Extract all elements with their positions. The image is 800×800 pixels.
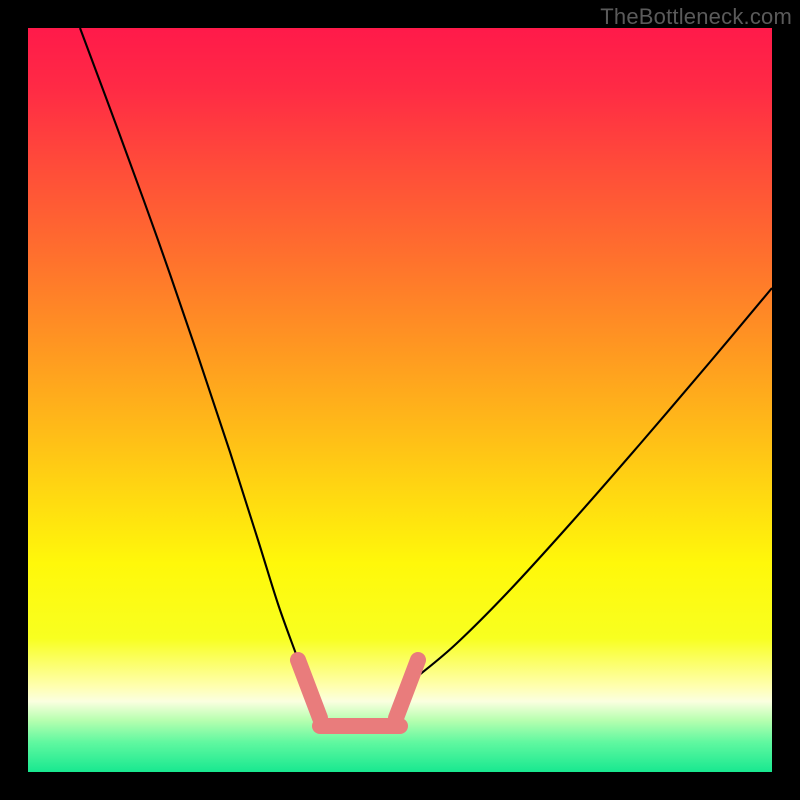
bottleneck-chart [0, 0, 800, 800]
chart-frame: TheBottleneck.com [0, 0, 800, 800]
watermark-text: TheBottleneck.com [600, 4, 792, 30]
gradient-plot-area [28, 28, 772, 772]
